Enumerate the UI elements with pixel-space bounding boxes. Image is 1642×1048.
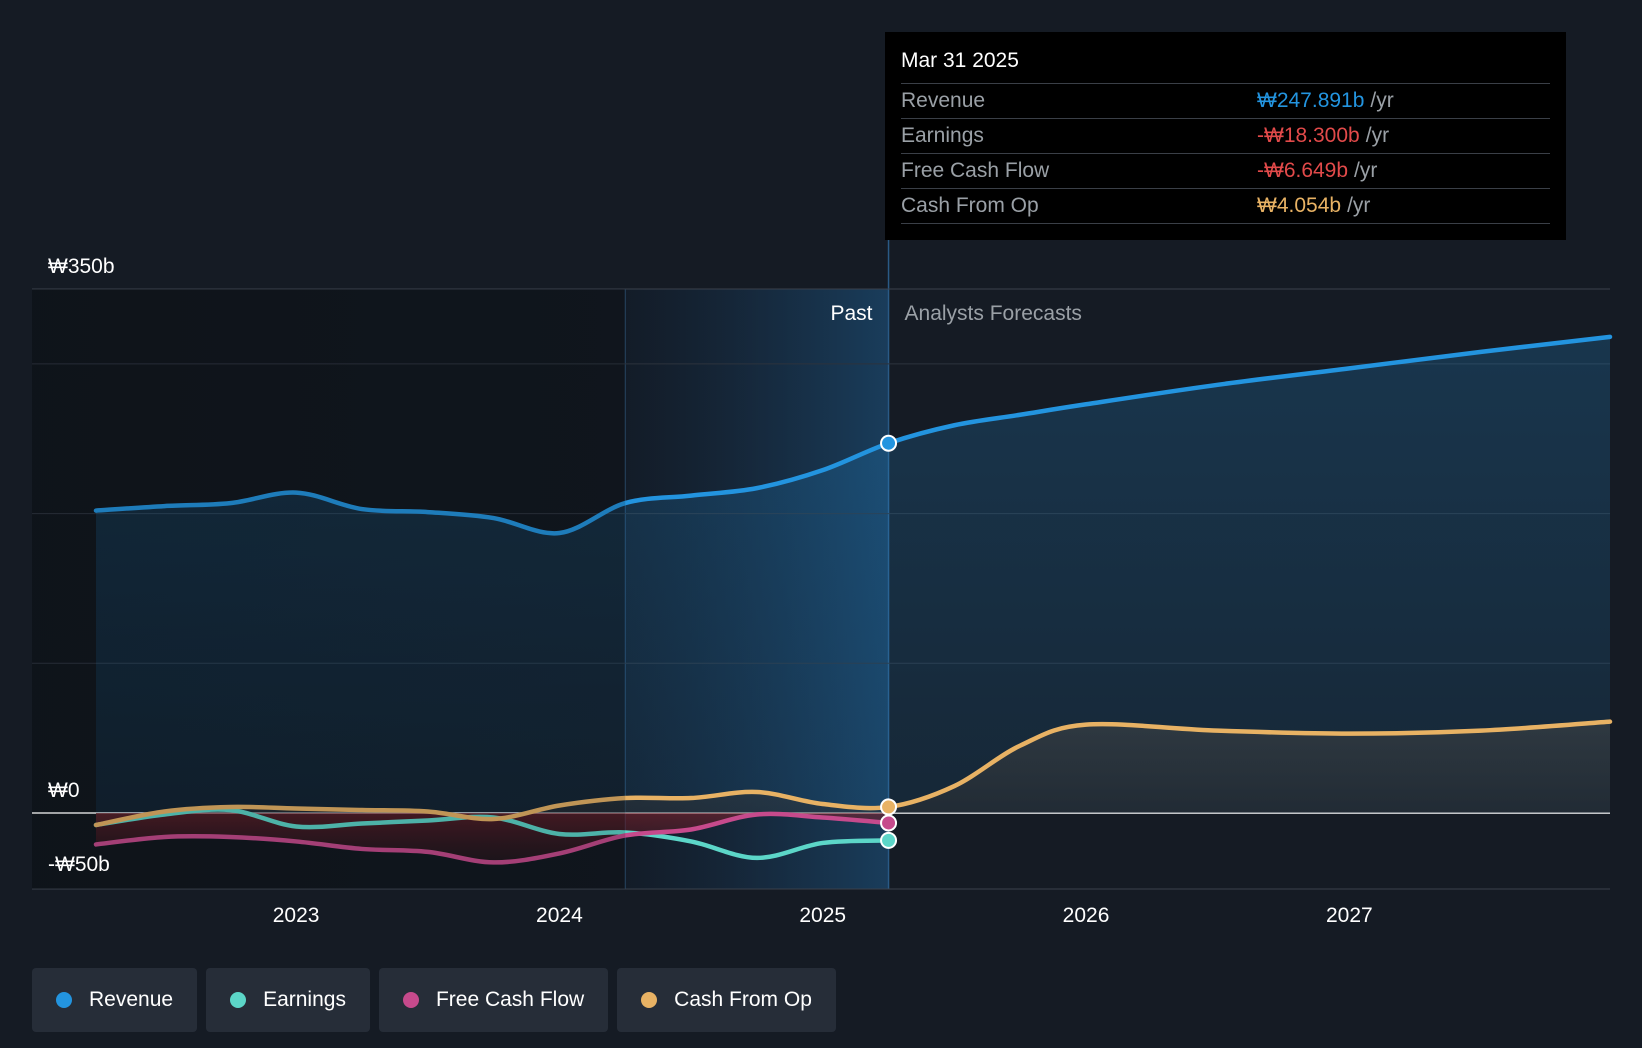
x-axis-label: 2024 [536,904,583,927]
legend-item-revenue[interactable]: Revenue [32,968,198,1032]
free-cash-flow-marker [880,814,898,832]
tooltip-row-earnings: Earnings -₩18.300b /yr [901,119,1550,154]
tooltip-label: Earnings [901,124,984,147]
legend-dot-icon [641,992,658,1008]
revenue-line [93,334,1613,536]
tooltip-unit: /yr [1347,194,1371,217]
tooltip-row-free-cash-flow: Free Cash Flow -₩6.649b /yr [901,154,1550,189]
tooltip-label: Revenue [901,89,986,112]
legend-dot-icon [402,992,419,1008]
cash-from-op-area [96,721,1610,825]
past-label: Past [831,302,873,325]
legend-item-cash-from-op[interactable]: Cash From Op [617,968,836,1032]
axis-labels: ₩350b ₩0 -₩50b 2023 2024 2025 2026 2027 Past Anal… [48,255,1373,927]
tooltip-value: -₩6.649b [1257,159,1349,182]
earnings-marker [880,831,898,849]
past-dim-overlay [32,289,626,889]
y-axis-label: ₩0 [48,779,80,802]
current-markers [880,434,898,849]
tooltip-value: -₩18.300b [1257,124,1360,147]
cash-from-op-marker [880,798,898,816]
legend-label: Cash From Op [674,988,812,1011]
legend-dot-icon [56,992,72,1008]
tooltip-label: Cash From Op [901,194,1039,217]
cash-from-op-line [93,719,1613,828]
tooltip-value: ₩247.891b [1257,89,1365,112]
free-cash-flow-line [93,811,891,865]
y-axis-label: -₩50b [48,853,110,876]
legend: Revenue Earnings Free Cash Flow Cash Fro… [32,968,845,1032]
legend-label: Earnings [263,988,346,1011]
revenue-marker [880,434,898,452]
tooltip-label: Free Cash Flow [901,159,1050,182]
tooltip-unit: /yr [1354,159,1378,182]
forecast-label: Analysts Forecasts [905,302,1082,325]
tooltip-row-revenue: Revenue ₩247.891b /yr [901,84,1550,119]
series-lines [32,289,1613,889]
legend-item-free-cash-flow[interactable]: Free Cash Flow [378,968,609,1032]
x-axis-label: 2023 [273,904,320,927]
tooltip-row-cash-from-op: Cash From Op ₩4.054b /yr [901,189,1550,224]
legend-dot-icon [230,992,247,1008]
tooltip: Mar 31 2025 Revenue ₩247.891b /yr Earnin… [885,32,1566,240]
y-axis-label: ₩350b [48,255,115,278]
legend-item-earnings[interactable]: Earnings [206,968,370,1032]
tooltip-value: ₩4.054b [1257,194,1342,217]
x-axis-label: 2025 [799,904,846,927]
tooltip-unit: /yr [1365,124,1390,147]
tooltip-date: Mar 31 2025 [901,46,1550,84]
x-axis-label: 2027 [1326,904,1373,927]
x-axis-label: 2026 [1063,904,1110,927]
tooltip-unit: /yr [1370,89,1394,112]
legend-label: Free Cash Flow [435,988,585,1011]
revenue-area [96,336,1610,813]
legend-label: Revenue [89,988,174,1011]
